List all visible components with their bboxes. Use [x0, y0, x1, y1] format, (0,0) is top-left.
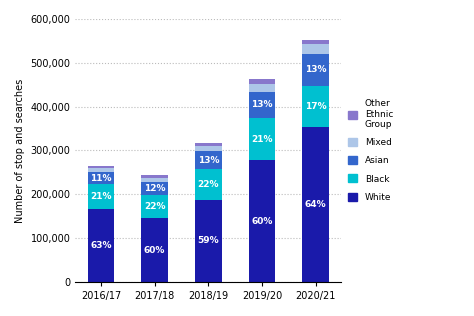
Bar — [88, 166, 114, 168]
Bar — [195, 169, 222, 200]
Bar — [141, 182, 168, 195]
Bar — [302, 86, 329, 127]
Text: 59%: 59% — [198, 236, 219, 246]
Text: 60%: 60% — [251, 217, 273, 226]
Text: 12%: 12% — [144, 184, 165, 193]
Text: 60%: 60% — [144, 246, 165, 254]
Bar — [141, 195, 168, 218]
Bar — [302, 45, 329, 54]
Bar — [302, 40, 329, 45]
Text: 22%: 22% — [198, 180, 219, 189]
Legend: Other
Ethnic
Group, Mixed, Asian, Black, White: Other Ethnic Group, Mixed, Asian, Black,… — [348, 99, 393, 202]
Bar — [88, 172, 114, 185]
Text: 21%: 21% — [90, 192, 112, 201]
Text: 11%: 11% — [90, 173, 112, 183]
Bar — [141, 175, 168, 178]
Text: 64%: 64% — [305, 200, 327, 209]
Bar — [302, 54, 329, 86]
Bar — [195, 146, 222, 151]
Bar — [302, 127, 329, 282]
Bar — [141, 178, 168, 182]
Text: 13%: 13% — [198, 156, 219, 165]
Text: 22%: 22% — [144, 202, 165, 211]
Text: 21%: 21% — [251, 135, 273, 144]
Bar — [195, 200, 222, 282]
Bar — [249, 118, 275, 161]
Bar — [88, 168, 114, 172]
Bar — [249, 161, 275, 282]
Bar — [249, 92, 275, 118]
Bar — [249, 80, 275, 83]
Text: 13%: 13% — [305, 65, 327, 74]
Bar — [195, 143, 222, 146]
Bar — [249, 83, 275, 92]
Bar — [141, 218, 168, 282]
Text: 63%: 63% — [90, 241, 112, 250]
Text: 13%: 13% — [251, 100, 273, 109]
Y-axis label: Number of stop and searches: Number of stop and searches — [15, 78, 25, 222]
Bar — [88, 209, 114, 282]
Bar — [88, 185, 114, 209]
Text: 17%: 17% — [305, 102, 327, 111]
Bar — [195, 151, 222, 169]
